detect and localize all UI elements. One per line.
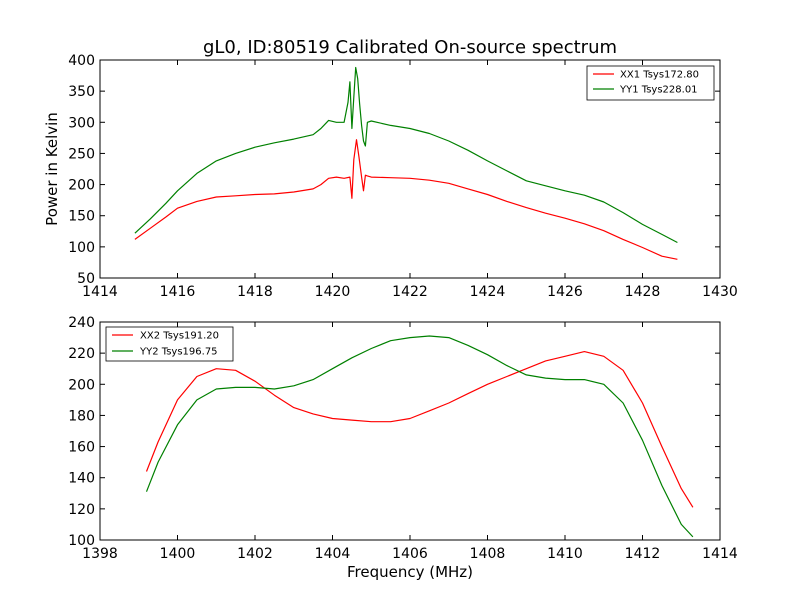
bottom-x-tick-label: 1414 bbox=[702, 546, 738, 562]
legend-label-yy1: YY1 Tsys228.01 bbox=[619, 85, 698, 96]
chart-title: gL0, ID:80519 Calibrated On-source spect… bbox=[203, 37, 617, 58]
top-x-tick-label: 1420 bbox=[315, 284, 351, 300]
bottom-x-tick-label: 1406 bbox=[392, 546, 428, 562]
bottom-y-tick-label: 160 bbox=[68, 440, 95, 456]
bottom-x-tick-label: 1400 bbox=[160, 546, 196, 562]
bottom-series-line-1 bbox=[145, 335, 694, 538]
bottom-legend: XX2 Tsys191.20 YY2 Tsys196.75 bbox=[105, 326, 234, 362]
bottom-x-tick-label: 1398 bbox=[82, 546, 118, 562]
top-x-tick-label: 1416 bbox=[160, 284, 196, 300]
top-y-tick-label: 400 bbox=[68, 53, 95, 69]
bottom-y-tick-label: 120 bbox=[68, 502, 95, 518]
bottom-series-line-0 bbox=[145, 351, 694, 508]
top-x-tick-label: 1418 bbox=[237, 284, 273, 300]
legend-label-yy2: YY2 Tsys196.75 bbox=[139, 347, 218, 358]
top-x-tick-label: 1428 bbox=[625, 284, 661, 300]
bottom-y-tick-label: 100 bbox=[68, 533, 95, 549]
top-y-tick-label: 150 bbox=[68, 209, 95, 225]
bottom-tick-layer: 1398 1400 1402 1404 1406 1408 1410 1412 1414 100 1… bbox=[68, 315, 738, 562]
legend-label-xx1: XX1 Tsys172.80 bbox=[620, 70, 699, 81]
top-subplot: 1414 1416 1418 1420 1422 1424 1426 1428 1430 50 10… bbox=[43, 53, 738, 300]
top-tick-layer: 1414 1416 1418 1420 1422 1424 1426 1428 1430 50 10… bbox=[68, 53, 738, 300]
top-x-tick-label: 1426 bbox=[547, 284, 583, 300]
bottom-y-tick-label: 200 bbox=[68, 377, 95, 393]
bottom-y-tick-label: 220 bbox=[68, 346, 95, 362]
bottom-x-tick-label: 1410 bbox=[547, 546, 583, 562]
top-x-tick-label: 1414 bbox=[82, 284, 118, 300]
top-x-tick-label: 1422 bbox=[392, 284, 428, 300]
top-legend-box bbox=[586, 65, 715, 101]
x-axis-label: Frequency (MHz) bbox=[347, 563, 473, 581]
bottom-subplot: 1398 1400 1402 1404 1406 1408 1410 1412 1414 100 1… bbox=[68, 315, 738, 581]
bottom-legend-box bbox=[105, 326, 234, 362]
bottom-x-tick-label: 1402 bbox=[237, 546, 273, 562]
bottom-x-tick-label: 1408 bbox=[470, 546, 506, 562]
top-y-tick-label: 50 bbox=[77, 271, 95, 287]
top-y-tick-label: 100 bbox=[68, 240, 95, 256]
top-axes-frame bbox=[99, 59, 721, 279]
bottom-axes-frame bbox=[99, 321, 721, 541]
top-y-tick-label: 200 bbox=[68, 178, 95, 194]
top-y-tick-label: 350 bbox=[68, 84, 95, 100]
bottom-x-tick-label: 1404 bbox=[315, 546, 351, 562]
top-series-layer bbox=[134, 66, 678, 260]
top-y-axis-label: Power in Kelvin bbox=[43, 112, 61, 226]
top-y-tick-label: 250 bbox=[68, 146, 95, 162]
bottom-y-tick-label: 240 bbox=[68, 315, 95, 331]
bottom-x-tick-label: 1412 bbox=[625, 546, 661, 562]
top-series-line-1 bbox=[134, 66, 678, 244]
top-series-line-0 bbox=[134, 139, 678, 260]
top-x-tick-label: 1424 bbox=[470, 284, 506, 300]
legend-label-xx2: XX2 Tsys191.20 bbox=[140, 331, 219, 342]
bottom-y-tick-label: 140 bbox=[68, 471, 95, 487]
top-legend: XX1 Tsys172.80 YY1 Tsys228.01 bbox=[586, 65, 715, 101]
top-y-tick-label: 300 bbox=[68, 115, 95, 131]
bottom-y-tick-label: 180 bbox=[68, 408, 95, 424]
bottom-series-layer bbox=[145, 335, 694, 538]
top-x-tick-label: 1430 bbox=[702, 284, 738, 300]
